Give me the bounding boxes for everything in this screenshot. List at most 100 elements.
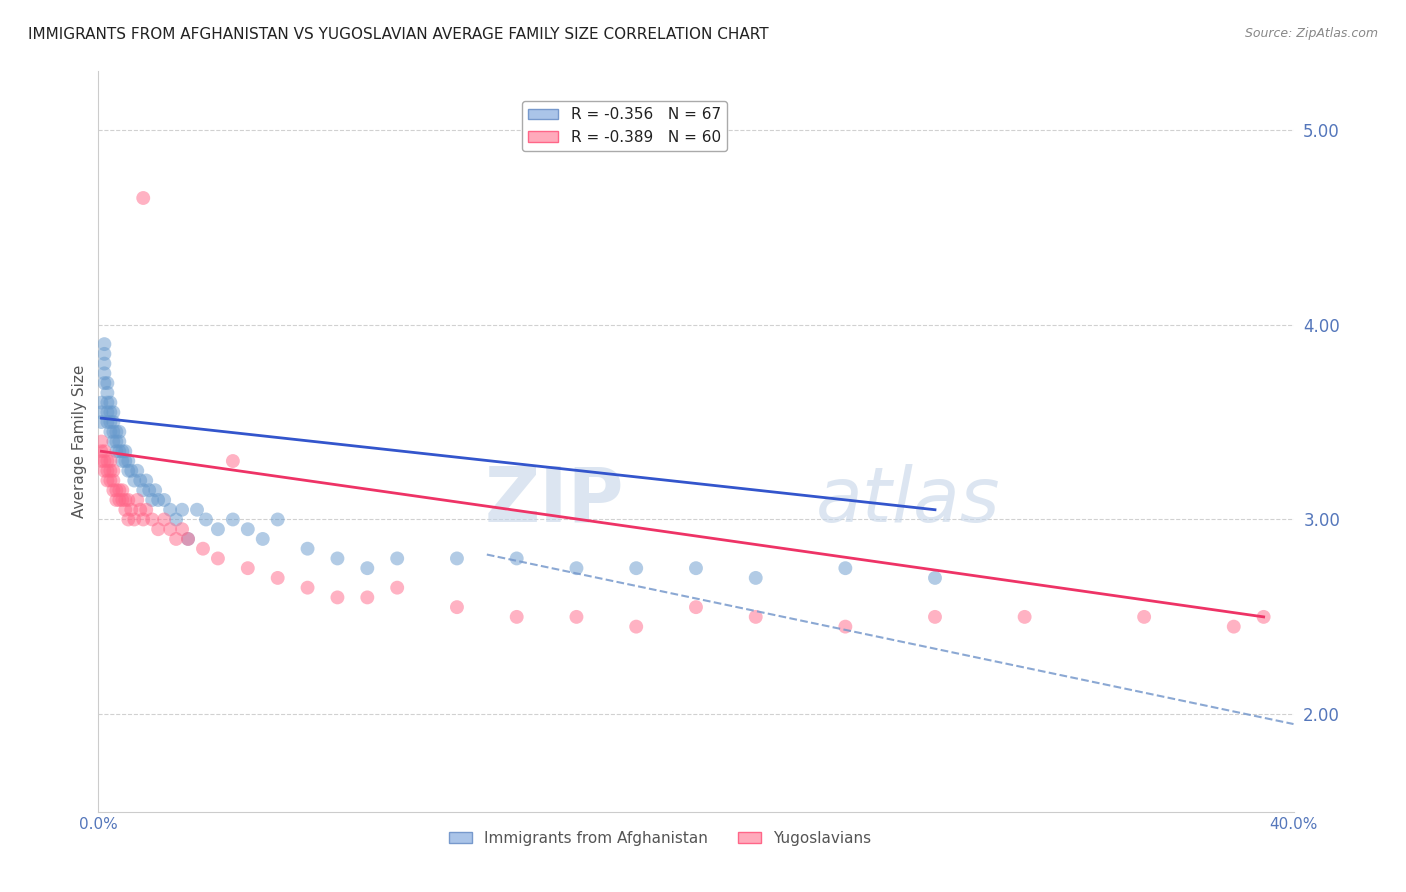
- Point: [93, 444, 115, 458]
- Point: [114, 454, 136, 468]
- Point: [105, 444, 128, 458]
- Point: [159, 522, 181, 536]
- Point: [207, 551, 229, 566]
- Text: ZIP: ZIP: [485, 464, 624, 538]
- Point: [191, 541, 214, 556]
- Point: [138, 483, 160, 498]
- Point: [153, 512, 176, 526]
- Point: [267, 571, 290, 585]
- Point: [356, 561, 378, 575]
- Point: [1014, 610, 1036, 624]
- Point: [236, 561, 259, 575]
- Point: [132, 191, 155, 205]
- Point: [105, 434, 128, 449]
- Point: [236, 522, 259, 536]
- Point: [114, 502, 136, 516]
- Point: [93, 337, 115, 351]
- Point: [222, 512, 245, 526]
- Point: [252, 532, 274, 546]
- Point: [1133, 610, 1156, 624]
- Text: atlas: atlas: [815, 464, 1000, 538]
- Point: [172, 502, 194, 516]
- Point: [129, 502, 152, 516]
- Point: [96, 454, 118, 468]
- Point: [93, 367, 115, 381]
- Point: [103, 415, 125, 429]
- Point: [626, 619, 648, 633]
- Y-axis label: Average Family Size: Average Family Size: [72, 365, 87, 518]
- Point: [98, 474, 122, 488]
- Point: [114, 444, 136, 458]
- Point: [90, 444, 112, 458]
- Point: [135, 502, 157, 516]
- Point: [565, 610, 588, 624]
- Point: [745, 571, 768, 585]
- Point: [1253, 610, 1275, 624]
- Point: [124, 474, 146, 488]
- Point: [127, 464, 149, 478]
- Point: [834, 619, 856, 633]
- Point: [98, 425, 122, 439]
- Point: [685, 561, 707, 575]
- Point: [111, 483, 134, 498]
- Point: [120, 464, 142, 478]
- Point: [96, 395, 118, 409]
- Point: [108, 493, 131, 508]
- Point: [326, 591, 349, 605]
- Point: [111, 454, 134, 468]
- Point: [98, 405, 122, 419]
- Point: [141, 512, 163, 526]
- Point: [297, 581, 319, 595]
- Point: [108, 434, 131, 449]
- Point: [120, 502, 142, 516]
- Point: [93, 357, 115, 371]
- Point: [565, 561, 588, 575]
- Point: [148, 493, 170, 508]
- Point: [135, 474, 157, 488]
- Point: [1223, 619, 1246, 633]
- Point: [103, 405, 125, 419]
- Point: [297, 541, 319, 556]
- Point: [326, 551, 349, 566]
- Point: [90, 405, 112, 419]
- Point: [114, 493, 136, 508]
- Point: [103, 434, 125, 449]
- Point: [924, 571, 946, 585]
- Point: [90, 395, 112, 409]
- Point: [117, 464, 139, 478]
- Point: [356, 591, 378, 605]
- Point: [153, 493, 176, 508]
- Point: [132, 512, 155, 526]
- Point: [124, 512, 146, 526]
- Point: [385, 551, 409, 566]
- Point: [207, 522, 229, 536]
- Point: [834, 561, 856, 575]
- Point: [745, 610, 768, 624]
- Point: [93, 376, 115, 390]
- Point: [506, 551, 529, 566]
- Point: [96, 385, 118, 400]
- Point: [103, 464, 125, 478]
- Point: [111, 444, 134, 458]
- Point: [117, 512, 139, 526]
- Point: [96, 376, 118, 390]
- Point: [177, 532, 200, 546]
- Point: [111, 493, 134, 508]
- Point: [143, 483, 166, 498]
- Point: [195, 512, 218, 526]
- Legend: Immigrants from Afghanistan, Yugoslavians: Immigrants from Afghanistan, Yugoslavian…: [443, 825, 877, 852]
- Point: [96, 474, 118, 488]
- Text: IMMIGRANTS FROM AFGHANISTAN VS YUGOSLAVIAN AVERAGE FAMILY SIZE CORRELATION CHART: IMMIGRANTS FROM AFGHANISTAN VS YUGOSLAVI…: [28, 27, 769, 42]
- Point: [117, 454, 139, 468]
- Point: [96, 405, 118, 419]
- Point: [103, 483, 125, 498]
- Point: [626, 561, 648, 575]
- Point: [117, 493, 139, 508]
- Point: [90, 454, 112, 468]
- Point: [267, 512, 290, 526]
- Point: [98, 415, 122, 429]
- Point: [93, 347, 115, 361]
- Point: [186, 502, 208, 516]
- Point: [105, 493, 128, 508]
- Point: [98, 464, 122, 478]
